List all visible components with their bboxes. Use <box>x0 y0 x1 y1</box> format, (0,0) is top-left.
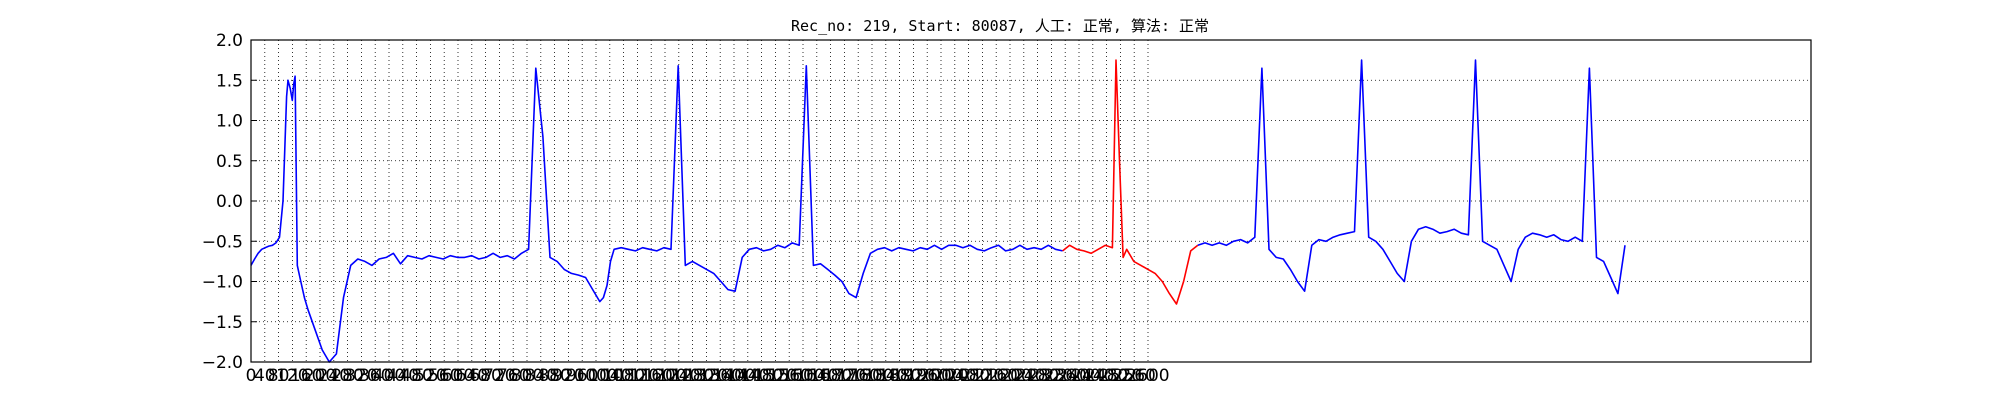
x-tick-label: 2520 <box>1099 366 1142 386</box>
x-tick-label: 1320 <box>685 366 728 386</box>
x-tick-label: 960 <box>566 366 598 386</box>
x-tick-label: 1040 <box>588 366 631 386</box>
x-axis-ticks: 0408012016020024028032036040044048052056… <box>246 366 1170 386</box>
x-tick-label: 1760 <box>837 366 880 386</box>
chart-grid <box>250 39 1811 363</box>
x-tick-label: 440 <box>387 366 419 386</box>
x-tick-label: 480 <box>400 366 432 386</box>
x-tick-label: 800 <box>511 366 543 386</box>
x-tick-label: 1560 <box>768 366 811 386</box>
x-tick-label: 1840 <box>864 366 907 386</box>
x-tick-label: 1200 <box>643 366 686 386</box>
x-tick-label: 0 <box>246 366 257 386</box>
x-tick-label: 1240 <box>657 366 700 386</box>
x-tick-label: 2200 <box>988 366 1031 386</box>
x-tick-label: 2000 <box>919 366 962 386</box>
x-tick-label: 760 <box>497 366 529 386</box>
ecg-series-2 <box>1197 59 1626 295</box>
y-tick-label: 2.0 <box>216 31 243 51</box>
x-tick-label: 2600 <box>1126 366 1169 386</box>
x-tick-label: 80 <box>268 366 290 386</box>
ecg-series-0 <box>250 65 1063 363</box>
x-tick-label: 640 <box>456 366 488 386</box>
x-tick-label: 920 <box>552 366 584 386</box>
chart-series-group <box>250 59 1626 363</box>
x-tick-label: 1400 <box>712 366 755 386</box>
x-tick-label: 40 <box>254 366 276 386</box>
x-tick-label: 1680 <box>809 366 852 386</box>
ecg-series-1 <box>1062 59 1199 305</box>
x-tick-label: 2360 <box>1044 366 1087 386</box>
x-tick-label: 1480 <box>740 366 783 386</box>
x-tick-label: 2160 <box>975 366 1018 386</box>
y-tick-label: −0.5 <box>202 232 243 252</box>
x-tick-label: 2040 <box>933 366 976 386</box>
x-tick-label: 1000 <box>574 366 617 386</box>
x-tick-label: 280 <box>331 366 363 386</box>
y-tick-label: 1.5 <box>216 71 243 91</box>
x-tick-label: 2080 <box>947 366 990 386</box>
x-tick-label: 1600 <box>781 366 824 386</box>
x-tick-label: 1640 <box>795 366 838 386</box>
x-tick-label: 1880 <box>878 366 921 386</box>
x-tick-label: 2240 <box>1002 366 1045 386</box>
x-tick-label: 1520 <box>754 366 797 386</box>
x-tick-label: 1160 <box>630 366 673 386</box>
y-tick-label: 0.0 <box>216 192 243 212</box>
x-tick-label: 880 <box>538 366 570 386</box>
x-tick-label: 600 <box>442 366 474 386</box>
y-tick-label: −1.0 <box>202 273 243 293</box>
x-tick-label: 1440 <box>726 366 769 386</box>
x-tick-label: 320 <box>345 366 377 386</box>
x-tick-label: 160 <box>290 366 322 386</box>
x-tick-label: 520 <box>414 366 446 386</box>
x-tick-label: 840 <box>525 366 557 386</box>
y-tick-label: −2.0 <box>202 353 243 373</box>
x-tick-label: 680 <box>469 366 501 386</box>
x-tick-label: 2480 <box>1085 366 1128 386</box>
x-tick-label: 400 <box>373 366 405 386</box>
x-tick-label: 2400 <box>1057 366 1100 386</box>
x-tick-label: 2320 <box>1030 366 1073 386</box>
x-tick-label: 1360 <box>699 366 742 386</box>
y-tick-label: 0.5 <box>216 152 243 172</box>
x-tick-label: 2280 <box>1016 366 1059 386</box>
x-tick-label: 2120 <box>961 366 1004 386</box>
x-tick-label: 560 <box>428 366 460 386</box>
y-tick-label: 1.0 <box>216 112 243 132</box>
x-tick-label: 120 <box>276 366 308 386</box>
x-tick-label: 1800 <box>850 366 893 386</box>
x-tick-label: 2560 <box>1113 366 1156 386</box>
x-tick-label: 360 <box>359 366 391 386</box>
x-tick-label: 1720 <box>823 366 866 386</box>
y-tick-label: −1.5 <box>202 313 243 333</box>
y-axis-ticks: 2.0 1.5 1.0 0.5 0.0 −0.5 −1.0 −1.5 −2.0 <box>202 31 257 373</box>
x-tick-label: 1280 <box>671 366 714 386</box>
chart-title: Rec_no: 219, Start: 80087, 人工: 正常, 算法: 正… <box>791 17 1209 35</box>
x-tick-label: 2440 <box>1071 366 1114 386</box>
x-tick-label: 1960 <box>906 366 949 386</box>
x-tick-label: 1080 <box>602 366 645 386</box>
x-tick-label: 1120 <box>616 366 659 386</box>
x-tick-label: 720 <box>483 366 515 386</box>
x-tick-label: 240 <box>318 366 350 386</box>
x-tick-label: 200 <box>304 366 336 386</box>
x-tick-label: 1920 <box>892 366 935 386</box>
